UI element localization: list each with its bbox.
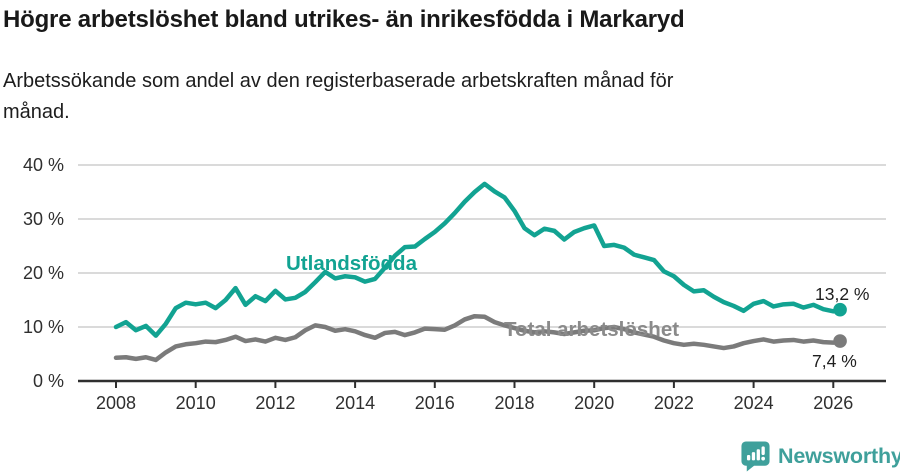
series-end-dot-1	[833, 334, 847, 348]
x-axis-label: 2018	[494, 393, 535, 413]
end-value-utlandsfodda: 13,2 %	[815, 284, 870, 304]
y-axis-label: 40 %	[22, 155, 64, 175]
newsworthy-logo-text: Newsworthy	[778, 443, 900, 468]
y-axis-label: 10 %	[22, 317, 64, 337]
x-axis-label: 2024	[733, 393, 774, 413]
x-axis-label: 2008	[95, 393, 137, 413]
series-line-0	[113, 181, 843, 338]
x-axis-label: 2022	[653, 393, 694, 413]
series-label-utlandsfodda: Utlandsfödda	[286, 252, 417, 275]
x-axis-label: 2012	[255, 393, 296, 413]
x-axis-label: 2026	[813, 393, 854, 413]
x-axis-label: 2014	[335, 393, 376, 413]
page-subtitle: Arbetssökande som andel av den registerb…	[3, 66, 843, 128]
x-axis-label: 2010	[175, 393, 216, 413]
y-axis-label: 20 %	[22, 263, 64, 283]
series-end-dot-0	[833, 302, 847, 317]
y-axis-label: 30 %	[22, 209, 64, 229]
end-value-total-arbetsloshet: 7,4 %	[812, 351, 857, 371]
series-label-total-arbetsloshet: Total arbetslöshet	[504, 318, 680, 341]
page-title: Högre arbetslöshet bland utrikes- än inr…	[3, 6, 685, 33]
series-line-1	[113, 313, 843, 363]
subtitle-line-1: Arbetssökande som andel av den registerb…	[3, 70, 674, 92]
subtitle-line-2: månad.	[3, 101, 70, 123]
newsworthy-logo-icon	[741, 441, 770, 472]
newsworthy-logo[interactable]: Newsworthy	[740, 440, 900, 472]
x-axis-label: 2020	[574, 393, 615, 413]
x-axis-label: 2016	[414, 393, 455, 413]
y-axis-label: 0 %	[32, 371, 64, 391]
